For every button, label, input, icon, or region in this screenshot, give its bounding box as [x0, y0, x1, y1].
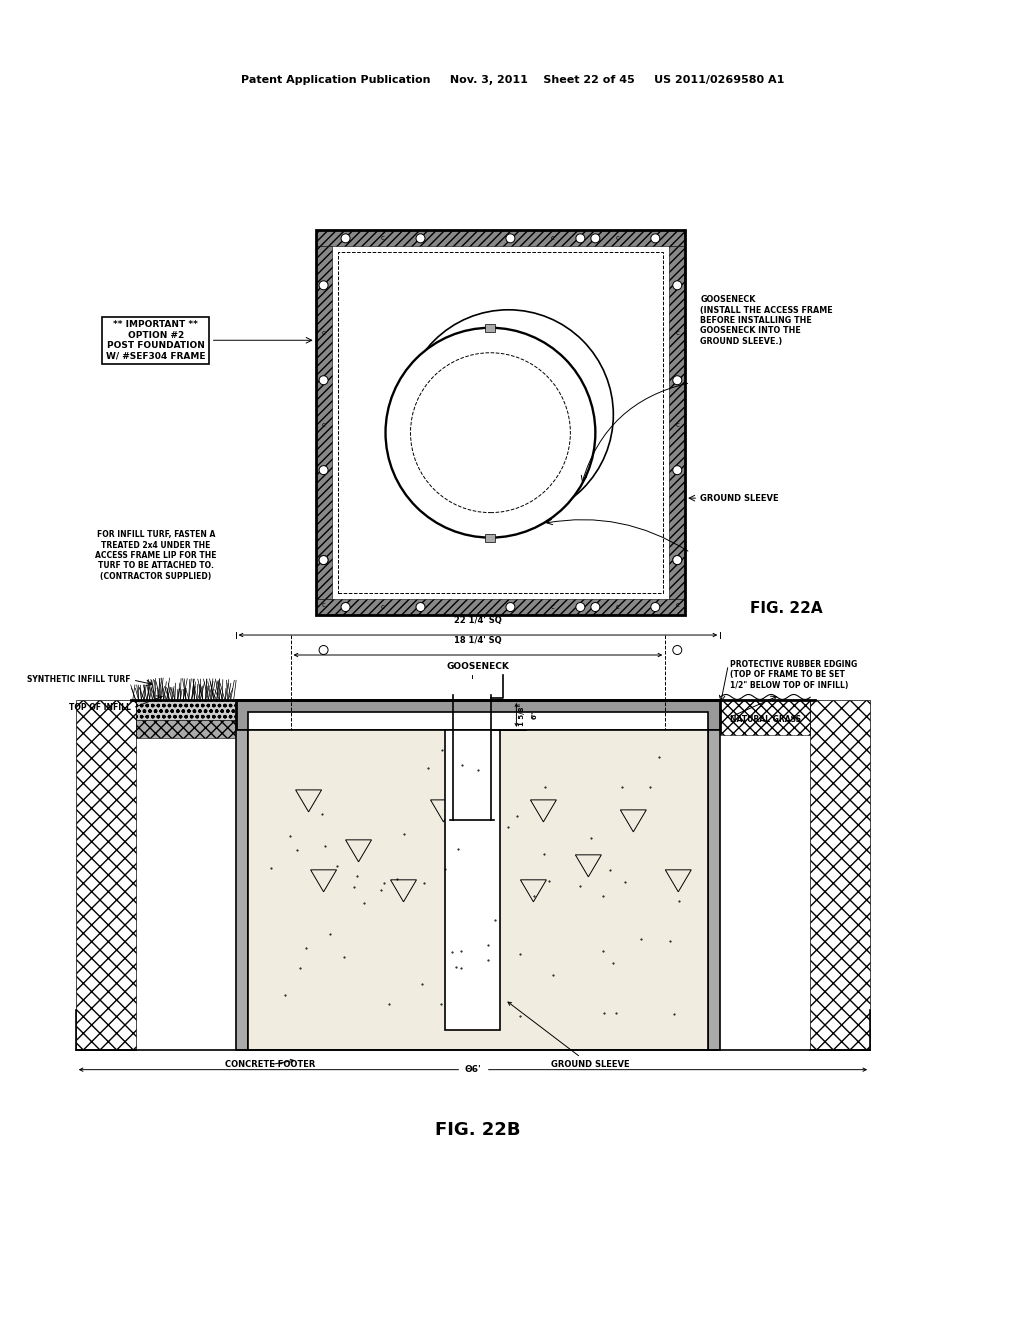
Text: PROTECTIVE RUBBER EDGING
(TOP OF FRAME TO BE SET
1/2" BELOW TOP OF INFILL): PROTECTIVE RUBBER EDGING (TOP OF FRAME T… — [730, 660, 857, 690]
Text: 6": 6" — [531, 711, 538, 719]
Circle shape — [673, 556, 682, 565]
Text: c: c — [615, 605, 620, 610]
Text: c: c — [615, 235, 620, 242]
Circle shape — [651, 602, 659, 611]
Bar — [136, 719, 236, 738]
Text: Θ6': Θ6' — [465, 1065, 481, 1074]
Circle shape — [591, 602, 600, 611]
Text: c: c — [381, 235, 385, 242]
Text: FOR INFILL TURF, FASTEN A
TREATED 2x4 UNDER THE
ACCESS FRAME LIP FOR THE
TURF TO: FOR INFILL TURF, FASTEN A TREATED 2x4 UN… — [95, 531, 216, 581]
Bar — [76, 700, 136, 1049]
Text: FIG. 22B: FIG. 22B — [435, 1121, 520, 1139]
Text: 1 5/8": 1 5/8" — [519, 704, 525, 726]
Bar — [445, 730, 500, 1030]
Text: c: c — [676, 422, 679, 428]
Text: SYNTHETIC INFILL TURF: SYNTHETIC INFILL TURF — [28, 676, 131, 685]
Bar — [248, 711, 709, 730]
Bar — [485, 533, 496, 541]
Text: ** IMPORTANT **
OPTION #2
POST FOUNDATION
W/ #SEF304 FRAME: ** IMPORTANT ** OPTION #2 POST FOUNDATIO… — [105, 321, 206, 360]
Circle shape — [673, 281, 682, 290]
Text: Patent Application Publication     Nov. 3, 2011    Sheet 22 of 45     US 2011/02: Patent Application Publication Nov. 3, 2… — [241, 75, 784, 86]
Circle shape — [319, 556, 328, 565]
Bar — [810, 700, 870, 1049]
Circle shape — [651, 234, 659, 243]
Circle shape — [466, 803, 479, 817]
Bar — [338, 252, 664, 593]
Circle shape — [319, 645, 328, 655]
Bar — [315, 231, 685, 247]
Text: c: c — [381, 605, 385, 610]
Circle shape — [575, 602, 585, 611]
Text: c: c — [676, 330, 679, 335]
Bar — [485, 323, 496, 331]
Bar — [248, 730, 709, 1049]
Text: GOOSENECK
(INSTALL THE ACCESS FRAME
BEFORE INSTALLING THE
GOOSENECK INTO THE
GRO: GOOSENECK (INSTALL THE ACCESS FRAME BEFO… — [700, 296, 833, 346]
Text: CONCRETE FOOTER: CONCRETE FOOTER — [225, 1060, 315, 1069]
Text: c: c — [551, 605, 555, 610]
Text: TOP OF INFILL: TOP OF INFILL — [69, 704, 131, 713]
Circle shape — [506, 602, 515, 611]
Text: GOOSENECK: GOOSENECK — [446, 663, 509, 672]
Text: NATURAL GRASS: NATURAL GRASS — [730, 715, 801, 723]
Circle shape — [341, 602, 350, 611]
Bar — [670, 247, 685, 599]
Text: c: c — [551, 235, 555, 242]
Bar — [720, 700, 810, 735]
Text: 22 1/4' SQ: 22 1/4' SQ — [454, 616, 502, 626]
Circle shape — [319, 376, 328, 384]
Bar — [315, 231, 685, 615]
Bar — [315, 599, 685, 615]
Bar — [236, 730, 248, 1049]
Circle shape — [506, 234, 515, 243]
Text: FIG. 22A: FIG. 22A — [751, 601, 823, 615]
Text: GROUND SLEEVE: GROUND SLEEVE — [508, 1002, 630, 1069]
Circle shape — [416, 234, 425, 243]
Text: c: c — [322, 330, 326, 335]
Bar — [236, 700, 720, 730]
Circle shape — [673, 645, 682, 655]
Bar — [315, 247, 332, 599]
Text: 18 1/4' SQ: 18 1/4' SQ — [454, 636, 502, 645]
Text: c: c — [322, 422, 326, 428]
Circle shape — [319, 556, 328, 565]
Circle shape — [385, 327, 595, 537]
Circle shape — [341, 234, 350, 243]
Circle shape — [591, 234, 600, 243]
Circle shape — [319, 281, 328, 290]
Circle shape — [575, 234, 585, 243]
Circle shape — [673, 466, 682, 475]
Circle shape — [319, 466, 328, 475]
Circle shape — [673, 556, 682, 565]
Text: c: c — [322, 602, 326, 609]
Bar — [136, 700, 236, 719]
Text: c: c — [676, 602, 679, 609]
Circle shape — [416, 602, 425, 611]
Text: GROUND SLEEVE: GROUND SLEEVE — [700, 494, 779, 503]
Circle shape — [673, 376, 682, 384]
Bar — [709, 730, 720, 1049]
